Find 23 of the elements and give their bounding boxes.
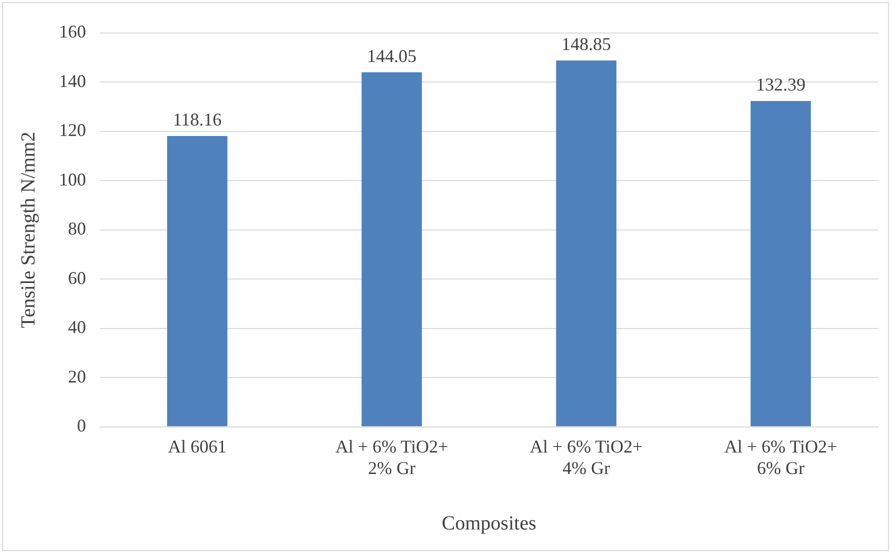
- y-tick-label: 100: [59, 169, 86, 190]
- bar: [556, 60, 616, 426]
- y-tick-label: 120: [59, 120, 86, 140]
- y-tick-label: 40: [68, 317, 86, 338]
- x-tick-label: Al + 6% TiO2+ 2% Gr: [335, 436, 448, 478]
- bar: [362, 72, 422, 426]
- data-label: 118.16: [172, 110, 222, 130]
- y-tick-label: 0: [77, 416, 86, 436]
- y-tick-label: 60: [68, 268, 86, 288]
- bar: [167, 136, 228, 426]
- x-tick-label: Al 6061: [168, 436, 226, 456]
- y-tick-label: 140: [59, 70, 86, 91]
- y-tick-label: 160: [59, 22, 86, 42]
- x-tick-label: Al + 6% TiO2+ 4% Gr: [530, 436, 643, 478]
- x-axis-title: Composites: [442, 512, 536, 534]
- y-tick-label: 20: [68, 366, 86, 386]
- data-label: 148.85: [562, 34, 611, 54]
- y-tick-label: 80: [68, 218, 86, 239]
- y-axis-title: Tensile Strength N/mm2: [17, 132, 40, 328]
- x-tick-label: Al + 6% TiO2+ 6% Gr: [724, 436, 838, 478]
- data-label: 132.39: [756, 74, 806, 95]
- bar: [750, 100, 811, 426]
- data-label: 144.05: [367, 46, 416, 66]
